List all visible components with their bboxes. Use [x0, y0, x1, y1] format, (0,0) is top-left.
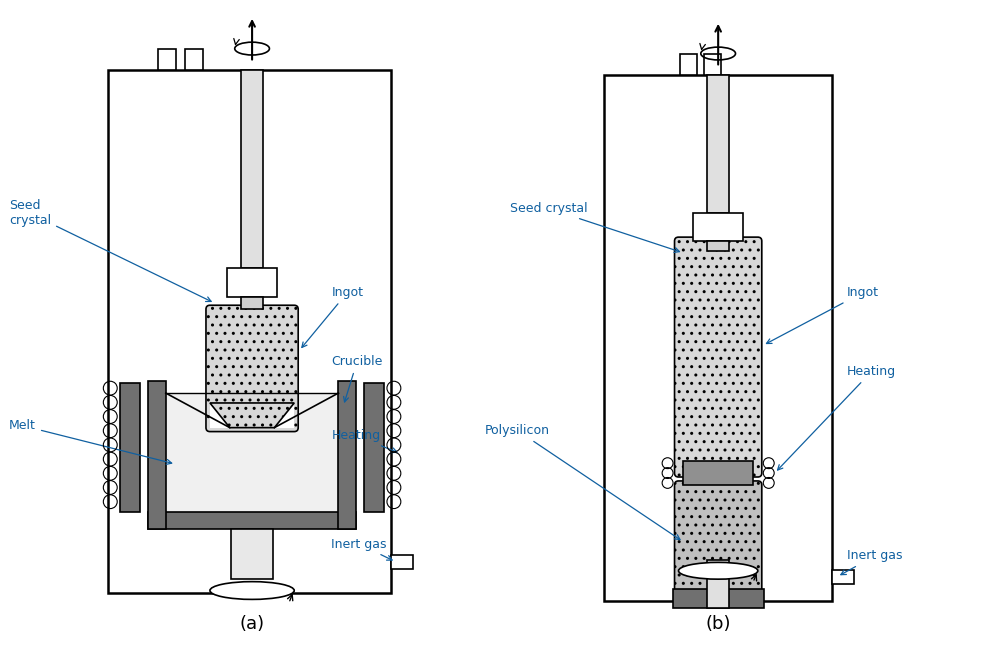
- Text: Polysilicon: Polysilicon: [485, 424, 680, 540]
- Bar: [707, 560, 729, 608]
- Bar: [707, 75, 729, 214]
- Text: Seed crystal: Seed crystal: [510, 202, 679, 252]
- Bar: [604, 75, 832, 601]
- Ellipse shape: [210, 582, 294, 599]
- Polygon shape: [210, 403, 230, 428]
- FancyBboxPatch shape: [675, 481, 762, 593]
- Bar: [704, 54, 721, 75]
- Text: Inert gas: Inert gas: [841, 549, 903, 575]
- Text: (a): (a): [240, 615, 265, 633]
- Text: Heating: Heating: [331, 429, 397, 453]
- Bar: [683, 461, 753, 485]
- Bar: [338, 381, 356, 529]
- Bar: [364, 383, 384, 512]
- Bar: [241, 298, 263, 309]
- Bar: [120, 383, 140, 512]
- Text: Crucible: Crucible: [331, 355, 383, 402]
- Bar: [673, 589, 764, 608]
- Bar: [832, 570, 854, 584]
- Polygon shape: [274, 403, 294, 428]
- Text: Inert gas: Inert gas: [331, 538, 392, 560]
- Bar: [108, 71, 391, 593]
- Text: (b): (b): [705, 615, 731, 633]
- Bar: [148, 381, 166, 529]
- Text: Ingot: Ingot: [766, 286, 879, 344]
- Bar: [227, 268, 277, 298]
- Bar: [693, 214, 743, 241]
- Bar: [166, 393, 338, 512]
- Bar: [391, 555, 413, 569]
- Bar: [185, 49, 203, 71]
- Text: Ingot: Ingot: [302, 286, 363, 347]
- Bar: [680, 54, 697, 75]
- Bar: [158, 49, 176, 71]
- Bar: [241, 71, 263, 268]
- FancyBboxPatch shape: [675, 237, 762, 477]
- Text: Melt: Melt: [9, 419, 172, 465]
- Bar: [148, 512, 356, 529]
- Bar: [707, 241, 729, 251]
- Ellipse shape: [679, 562, 758, 579]
- FancyBboxPatch shape: [206, 305, 298, 432]
- Text: Seed
crystal: Seed crystal: [9, 199, 211, 302]
- Text: Heating: Heating: [778, 365, 896, 470]
- Bar: [231, 529, 273, 578]
